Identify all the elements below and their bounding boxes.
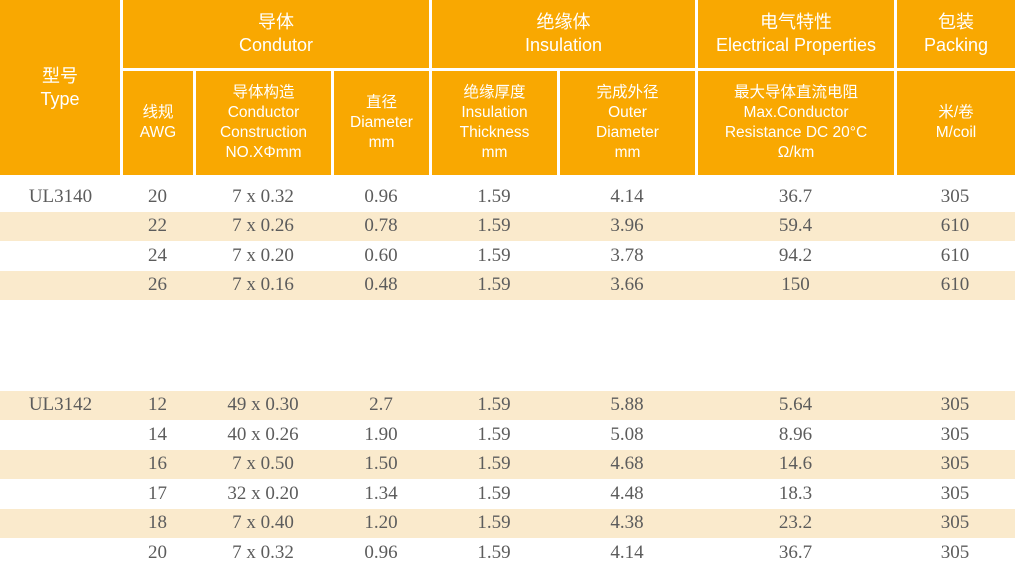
data-cell: 0.96 — [364, 185, 398, 207]
header-cell-conductor-construction: 导体构造 Conductor Construction NO.XΦmm — [196, 71, 331, 175]
data-cell: 7 x 0.32 — [232, 541, 294, 563]
data-cell: 18.3 — [778, 482, 813, 504]
data-cell: 20 — [148, 541, 167, 563]
table-row: 22 7 x 0.26 0.78 1.59 3.96 59.4 610 — [0, 211, 1015, 241]
data-cell: 0.60 — [364, 244, 398, 266]
header-cell-diameter: 直径 Diameter mm — [334, 71, 429, 175]
data-cell: 49 x 0.30 — [227, 394, 299, 416]
table-row: 16 7 x 0.50 1.50 1.59 4.68 14.6 305 — [0, 449, 1015, 479]
data-cell: 1.59 — [477, 244, 511, 266]
data-cell: 610 — [940, 274, 970, 296]
header-group-packing: 包装 Packing — [897, 0, 1015, 68]
data-cell: 1.20 — [364, 512, 398, 534]
data-cell: 1.59 — [477, 453, 511, 475]
table-row: 24 7 x 0.20 0.60 1.59 3.78 94.2 610 — [0, 241, 1015, 271]
data-cell: 1.34 — [364, 482, 398, 504]
data-cell: 14.6 — [778, 453, 813, 475]
data-cell: 1.59 — [477, 185, 511, 207]
data-cell: 305 — [940, 394, 970, 416]
data-cell: 22 — [148, 215, 167, 237]
data-cell: 305 — [940, 541, 970, 563]
data-cell: 150 — [781, 274, 810, 296]
data-cell: 12 — [148, 394, 167, 416]
table-row: 17 32 x 0.20 1.34 1.59 4.48 18.3 305 — [0, 479, 1015, 509]
data-cell: 1.59 — [477, 215, 511, 237]
data-cell: 305 — [940, 185, 970, 207]
data-cell: 32 x 0.20 — [227, 482, 299, 504]
data-cell: 3.66 — [610, 274, 644, 296]
data-cell: 1.59 — [477, 423, 511, 445]
data-cell: 7 x 0.50 — [232, 453, 294, 475]
data-cell: 7 x 0.16 — [232, 274, 294, 296]
data-cell: 7 x 0.20 — [232, 244, 294, 266]
data-cell: 40 x 0.26 — [227, 423, 299, 445]
data-cell: 610 — [940, 215, 970, 237]
data-cell: 26 — [148, 274, 167, 296]
header-group-conductor: 导体 Condutor — [123, 0, 429, 68]
data-cell: 0.48 — [364, 274, 398, 296]
header-cell-awg: 线规 AWG — [123, 71, 193, 175]
row-group-UL3142: UL3142 12 49 x 0.30 2.7 1.59 5.88 5.64 305 14 40 … — [0, 390, 1015, 564]
header-group-electrical-properties: 电气特性 Electrical Properties — [698, 0, 894, 68]
data-cell: 4.68 — [610, 453, 644, 475]
header-cell-m-coil: 米/卷 M/coil — [897, 71, 1015, 175]
data-cell: 305 — [940, 512, 970, 534]
type-cell: UL3142 — [28, 394, 93, 416]
data-cell: 59.4 — [778, 215, 813, 237]
data-cell: 0.96 — [364, 541, 398, 563]
data-cell: 5.88 — [610, 394, 644, 416]
header-cell-max-resistance: 最大导体直流电阻 Max.Conductor Resistance DC 20°… — [698, 71, 894, 175]
table-row: UL3142 12 49 x 0.30 2.7 1.59 5.88 5.64 305 — [0, 390, 1015, 420]
header-group-insulation: 绝缘体 Insulation — [432, 0, 695, 68]
data-cell: 1.59 — [477, 482, 511, 504]
table-row: UL3140 20 7 x 0.32 0.96 1.59 4.14 36.7 305 — [0, 182, 1015, 212]
row-group-UL3140: UL3140 20 7 x 0.32 0.96 1.59 4.14 36.7 305 22 7 x… — [0, 182, 1015, 300]
data-cell: 36.7 — [778, 185, 813, 207]
data-cell: 4.14 — [610, 541, 644, 563]
data-cell: 7 x 0.32 — [232, 185, 294, 207]
table-row: 14 40 x 0.26 1.90 1.59 5.08 8.96 305 — [0, 420, 1015, 450]
data-cell: 3.78 — [610, 244, 644, 266]
data-cell: 305 — [940, 423, 970, 445]
data-cell: 305 — [940, 482, 970, 504]
data-cell: 14 — [148, 423, 167, 445]
data-cell: 8.96 — [778, 423, 813, 445]
type-cell: UL3140 — [28, 185, 93, 207]
data-cell: 4.38 — [610, 512, 644, 534]
data-cell: 2.7 — [369, 394, 393, 416]
data-cell: 610 — [940, 244, 970, 266]
data-cell: 0.78 — [364, 215, 398, 237]
data-cell: 1.59 — [477, 512, 511, 534]
data-cell: 1.50 — [364, 453, 398, 475]
data-cell: 5.64 — [778, 394, 813, 416]
data-cell: 7 x 0.26 — [232, 215, 294, 237]
table-header: 型号 Type 导体 Condutor 绝缘体 Insulation 电气特性 … — [0, 0, 1015, 175]
table-body: UL3140 20 7 x 0.32 0.96 1.59 4.14 36.7 305 22 7 x… — [0, 182, 1015, 564]
header-cell-type: 型号 Type — [0, 0, 120, 175]
table-row: 26 7 x 0.16 0.48 1.59 3.66 150 610 — [0, 270, 1015, 300]
data-cell: 16 — [148, 453, 167, 475]
data-cell: 7 x 0.40 — [232, 512, 294, 534]
data-cell: 4.14 — [610, 185, 644, 207]
data-cell: 1.59 — [477, 274, 511, 296]
data-cell: 305 — [940, 453, 970, 475]
data-cell: 17 — [148, 482, 167, 504]
data-cell: 1.59 — [477, 541, 511, 563]
data-cell: 18 — [148, 512, 167, 534]
data-cell: 3.96 — [610, 215, 644, 237]
data-cell: 24 — [148, 244, 167, 266]
data-cell: 36.7 — [778, 541, 813, 563]
table-row: 20 7 x 0.32 0.96 1.59 4.14 36.7 305 — [0, 538, 1015, 564]
data-cell: 23.2 — [778, 512, 813, 534]
data-cell: 1.59 — [477, 394, 511, 416]
table-row: 18 7 x 0.40 1.20 1.59 4.38 23.2 305 — [0, 508, 1015, 538]
data-cell: 94.2 — [778, 244, 813, 266]
header-cell-insulation-thickness: 绝缘厚度 Insulation Thickness mm — [432, 71, 557, 175]
data-cell: 5.08 — [610, 423, 644, 445]
data-cell: 4.48 — [610, 482, 644, 504]
header-cell-outer-diameter: 完成外径 Outer Diameter mm — [560, 71, 695, 175]
data-cell: 20 — [148, 185, 167, 207]
data-cell: 1.90 — [364, 423, 398, 445]
